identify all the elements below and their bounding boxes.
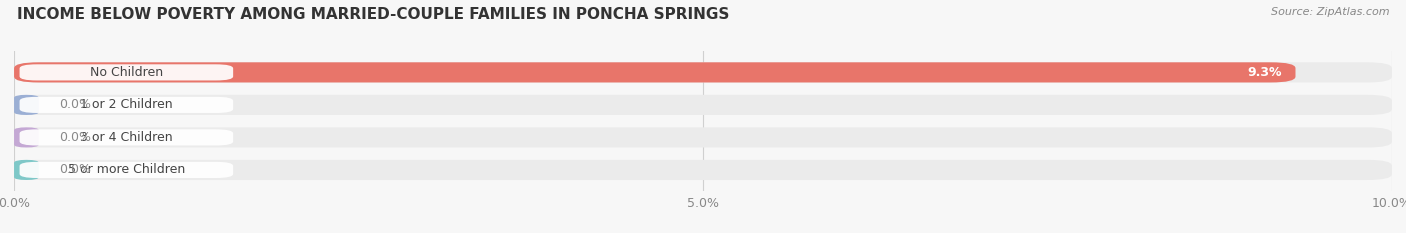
- FancyBboxPatch shape: [20, 64, 233, 80]
- Text: 0.0%: 0.0%: [59, 131, 91, 144]
- FancyBboxPatch shape: [14, 62, 1392, 82]
- Text: 9.3%: 9.3%: [1247, 66, 1282, 79]
- FancyBboxPatch shape: [20, 129, 233, 145]
- FancyBboxPatch shape: [20, 97, 233, 113]
- Text: 3 or 4 Children: 3 or 4 Children: [80, 131, 173, 144]
- FancyBboxPatch shape: [14, 95, 39, 115]
- FancyBboxPatch shape: [14, 127, 1392, 147]
- FancyBboxPatch shape: [14, 127, 39, 147]
- FancyBboxPatch shape: [14, 160, 39, 180]
- Text: 1 or 2 Children: 1 or 2 Children: [80, 98, 173, 111]
- Text: 0.0%: 0.0%: [59, 163, 91, 176]
- FancyBboxPatch shape: [20, 162, 233, 178]
- Text: 0.0%: 0.0%: [59, 98, 91, 111]
- FancyBboxPatch shape: [14, 62, 1295, 82]
- Text: No Children: No Children: [90, 66, 163, 79]
- Text: 5 or more Children: 5 or more Children: [67, 163, 186, 176]
- FancyBboxPatch shape: [14, 160, 1392, 180]
- FancyBboxPatch shape: [14, 95, 1392, 115]
- Text: Source: ZipAtlas.com: Source: ZipAtlas.com: [1271, 7, 1389, 17]
- Text: INCOME BELOW POVERTY AMONG MARRIED-COUPLE FAMILIES IN PONCHA SPRINGS: INCOME BELOW POVERTY AMONG MARRIED-COUPL…: [17, 7, 730, 22]
